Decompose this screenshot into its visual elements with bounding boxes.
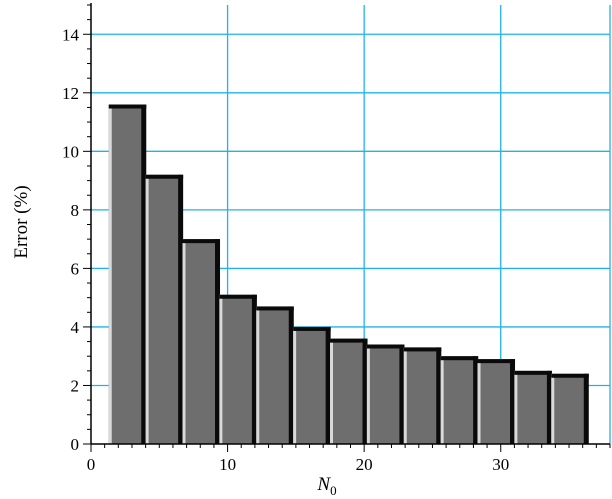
bar-highlight xyxy=(440,356,444,444)
bar-side-shadow xyxy=(141,104,147,445)
y-tick-label: 14 xyxy=(62,25,80,44)
bar-side-shadow xyxy=(325,326,331,444)
bar-top-edge xyxy=(366,344,405,349)
bar xyxy=(108,104,147,445)
bar-side-shadow xyxy=(510,359,516,444)
bar-face xyxy=(256,306,292,444)
bar-side-shadow xyxy=(399,344,405,444)
x-axis-title-main: N xyxy=(316,474,331,495)
bar-highlight xyxy=(551,373,555,444)
bar-face xyxy=(108,104,145,445)
bar-highlight xyxy=(330,338,334,444)
bar-face xyxy=(477,359,514,444)
x-axis-title: N0 xyxy=(316,474,336,498)
x-tick-label: 10 xyxy=(219,455,236,474)
y-axis-title: Error (%) xyxy=(11,185,32,258)
bar-highlight xyxy=(514,370,518,444)
bar xyxy=(366,344,405,444)
bar-highlight xyxy=(403,347,407,444)
bar-top-edge xyxy=(293,326,331,331)
bar xyxy=(403,347,442,444)
bar-face xyxy=(403,347,440,444)
bar xyxy=(514,370,552,444)
bar-side-shadow xyxy=(583,373,589,444)
y-tick-label: 10 xyxy=(62,142,79,161)
bars xyxy=(108,104,589,445)
bar-side-shadow xyxy=(178,174,184,444)
bar-side-shadow xyxy=(288,306,294,444)
bar-top-edge xyxy=(182,239,221,244)
bar-face xyxy=(514,370,550,444)
tick-labels: 0 2 4 6 8 10 12 14 0 10 20 30 xyxy=(62,25,509,474)
bar-highlight xyxy=(219,294,223,444)
x-tick-label: 20 xyxy=(356,455,373,474)
bar xyxy=(330,338,368,444)
bar-top-edge xyxy=(403,347,442,352)
bar-highlight xyxy=(256,306,260,444)
bar xyxy=(293,326,331,444)
bar-top-edge xyxy=(514,370,552,375)
bar-face xyxy=(330,338,366,444)
bar-highlight xyxy=(477,359,481,444)
bar-face xyxy=(145,174,182,444)
bar-face xyxy=(293,326,329,444)
x-tick-label: 0 xyxy=(87,455,96,474)
bar-top-edge xyxy=(440,356,479,361)
bar-top-edge xyxy=(108,104,147,109)
bar-top-edge xyxy=(219,294,257,299)
bar-side-shadow xyxy=(362,338,368,444)
bar-face xyxy=(440,356,477,444)
y-tick-label: 12 xyxy=(62,84,79,103)
bar-top-edge xyxy=(477,359,516,364)
bar xyxy=(440,356,479,444)
x-axis-title-subscript: 0 xyxy=(330,483,337,498)
bar-highlight xyxy=(293,326,297,444)
bar-side-shadow xyxy=(436,347,442,444)
axes xyxy=(83,3,611,452)
bar-face xyxy=(219,294,255,444)
bar-highlight xyxy=(145,174,149,444)
x-tick-label: 30 xyxy=(492,455,509,474)
bar xyxy=(182,239,221,444)
y-tick-label: 4 xyxy=(71,318,80,337)
bar-side-shadow xyxy=(546,370,552,444)
y-tick-label: 2 xyxy=(71,376,80,395)
bar xyxy=(219,294,257,444)
bar-highlight xyxy=(108,104,112,445)
bar xyxy=(551,373,589,444)
bar-top-edge xyxy=(551,373,589,378)
bar-top-edge xyxy=(256,306,294,311)
bar-highlight xyxy=(182,239,186,444)
bar xyxy=(145,174,184,444)
bar xyxy=(477,359,516,444)
bar-side-shadow xyxy=(215,239,221,444)
bar-face xyxy=(551,373,587,444)
bar-highlight xyxy=(366,344,370,444)
y-tick-label: 8 xyxy=(71,201,80,220)
bar xyxy=(256,306,294,444)
y-tick-label: 6 xyxy=(71,259,80,278)
bar-top-edge xyxy=(330,338,368,343)
bar-side-shadow xyxy=(473,356,479,444)
bar-face xyxy=(366,344,403,444)
y-tick-label: 0 xyxy=(71,435,80,454)
bar-face xyxy=(182,239,219,444)
bar-top-edge xyxy=(145,174,184,179)
bar-side-shadow xyxy=(251,294,257,444)
